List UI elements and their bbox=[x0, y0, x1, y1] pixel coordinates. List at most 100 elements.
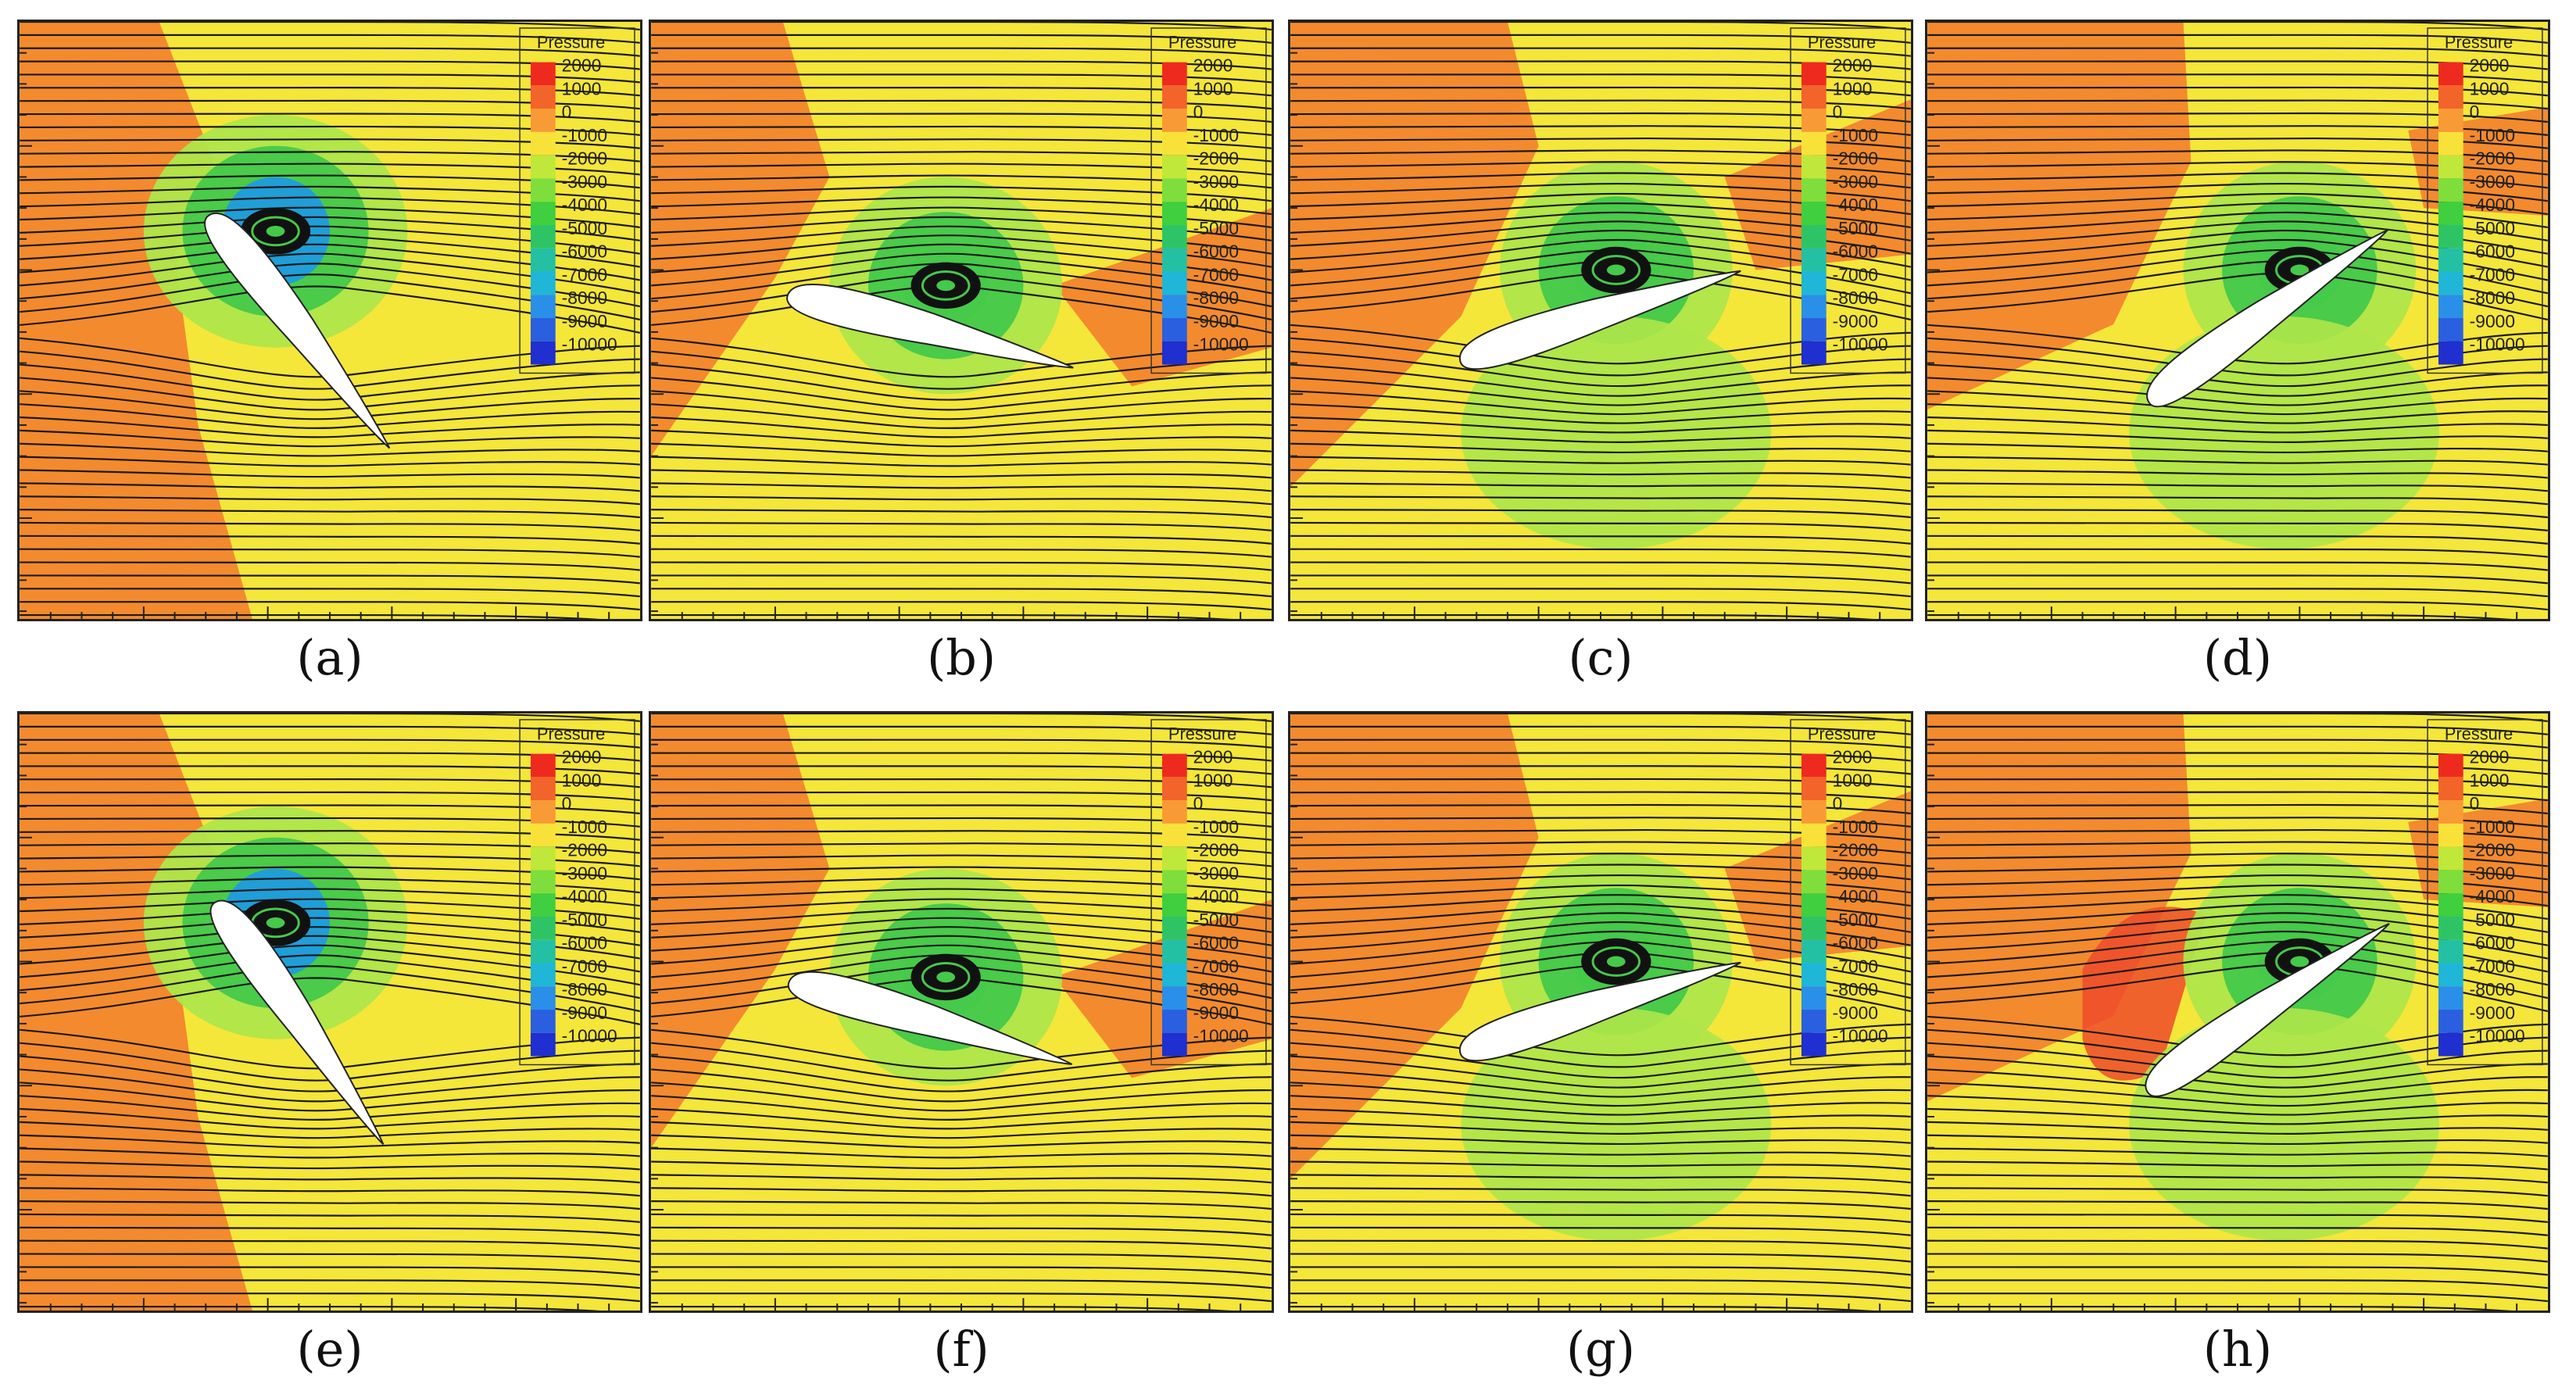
legend-label: -3000 bbox=[562, 171, 607, 191]
panel-g: Pressure 2000 1000 0 -1000 -2000 -3000 -4000 -50… bbox=[1288, 711, 1913, 1391]
legend-swatch bbox=[1801, 939, 1826, 964]
legend-label: -7000 bbox=[1193, 956, 1239, 976]
legend-swatch bbox=[1161, 85, 1187, 109]
legend-swatch bbox=[1161, 870, 1187, 894]
legend-label: -7000 bbox=[1833, 956, 1878, 976]
legend-swatch bbox=[2438, 800, 2463, 824]
airfoil bbox=[1458, 270, 1741, 370]
legend-swatch bbox=[530, 963, 556, 987]
stagnation-region bbox=[2082, 906, 2207, 1081]
legend-label: -5000 bbox=[2470, 218, 2515, 238]
panel-caption-f: (f) bbox=[933, 1321, 989, 1378]
legend-label: -8000 bbox=[2470, 979, 2515, 999]
vortex-core bbox=[1581, 938, 1651, 985]
legend-swatch bbox=[2438, 986, 2463, 1010]
legend-swatch bbox=[1161, 916, 1187, 940]
legend-label: -7000 bbox=[562, 956, 607, 976]
legend-label: -6000 bbox=[1833, 241, 1878, 262]
legend-swatch bbox=[1161, 155, 1187, 179]
legend-swatch bbox=[1161, 271, 1187, 295]
legend-swatch bbox=[1161, 939, 1187, 964]
legend-label: 0 bbox=[2470, 102, 2480, 122]
legend-swatch bbox=[2438, 224, 2463, 249]
legend-title: Pressure bbox=[1808, 33, 1876, 52]
legend-swatch bbox=[530, 939, 556, 964]
panel-e: Pressure 2000 1000 0 -1000 -2000 -3000 -4000 -50… bbox=[17, 711, 642, 1391]
legend-label: -4000 bbox=[562, 886, 607, 906]
legend-label: -9000 bbox=[562, 1003, 607, 1023]
legend-swatch bbox=[2438, 777, 2463, 801]
legend-swatch bbox=[2438, 248, 2463, 272]
legend-swatch bbox=[530, 823, 556, 847]
panel-b: Pressure 2000 1000 0 -1000 -2000 -3000 -4000 -50… bbox=[649, 20, 1274, 699]
streamlines bbox=[1290, 22, 1911, 619]
legend-swatch bbox=[530, 893, 556, 917]
legend-swatch bbox=[1161, 1032, 1187, 1057]
legend-swatch bbox=[1161, 295, 1187, 319]
legend-title: Pressure bbox=[1808, 724, 1876, 744]
axis-ticks bbox=[651, 743, 1242, 1311]
airfoil bbox=[1458, 961, 1741, 1062]
legend-swatch bbox=[1161, 109, 1187, 132]
legend-label: 2000 bbox=[1833, 747, 1873, 767]
legend-label: -5000 bbox=[1193, 218, 1239, 238]
airfoil bbox=[786, 284, 1074, 369]
pressure-contour-plot-e: Pressure 2000 1000 0 -1000 -2000 -3000 -4000 -50… bbox=[17, 711, 642, 1313]
legend-label: 1000 bbox=[1833, 770, 1873, 790]
legend-label: -3000 bbox=[1193, 863, 1239, 883]
panel-caption-b: (b) bbox=[926, 629, 996, 686]
pressure-contour-plot-h: Pressure 2000 1000 0 -1000 -2000 -3000 -4000 -50… bbox=[1925, 711, 2550, 1313]
vortex-core bbox=[240, 208, 311, 255]
legend-label: -8000 bbox=[1833, 288, 1878, 308]
airfoil bbox=[209, 899, 385, 1146]
legend-swatch bbox=[530, 131, 556, 156]
legend-label: -10000 bbox=[1193, 334, 1249, 355]
legend-label: -5000 bbox=[562, 910, 607, 930]
legend-label: -2000 bbox=[2470, 148, 2515, 169]
legend-swatch bbox=[2438, 62, 2463, 86]
legend-label: -8000 bbox=[562, 288, 607, 308]
legend-label: -2000 bbox=[2470, 840, 2515, 860]
legend-label: 1000 bbox=[2470, 78, 2510, 98]
legend-swatch bbox=[1801, 341, 1826, 365]
legend-label: 1000 bbox=[562, 78, 602, 98]
legend-swatch bbox=[1161, 823, 1187, 847]
legend-label: -7000 bbox=[1833, 264, 1878, 284]
legend-label: -4000 bbox=[1193, 195, 1239, 215]
legend-swatch bbox=[1161, 986, 1187, 1010]
legend-swatch bbox=[1161, 62, 1187, 86]
legend-swatch bbox=[530, 155, 556, 179]
legend-swatch bbox=[2438, 753, 2463, 778]
pressure-contour-plot-f: Pressure 2000 1000 0 -1000 -2000 -3000 -4000 -50… bbox=[649, 711, 1274, 1313]
legend-swatch bbox=[530, 341, 556, 365]
legend-label: -3000 bbox=[562, 863, 607, 883]
legend-label: -5000 bbox=[1833, 218, 1878, 238]
legend-label: 2000 bbox=[1833, 55, 1873, 76]
legend-swatch bbox=[530, 224, 556, 249]
legend-label: -4000 bbox=[1833, 195, 1878, 215]
legend-swatch bbox=[2438, 870, 2463, 894]
legend-label: -6000 bbox=[2470, 933, 2515, 953]
legend-title: Pressure bbox=[2445, 724, 2513, 744]
legend-swatch bbox=[1161, 963, 1187, 987]
high-pressure-region bbox=[1290, 713, 1911, 1179]
legend-label: -6000 bbox=[2470, 241, 2515, 262]
legend-label: -1000 bbox=[562, 125, 607, 145]
legend-swatch bbox=[1801, 753, 1826, 778]
panel-h: Pressure 2000 1000 0 -1000 -2000 -3000 -4000 -50… bbox=[1925, 711, 2550, 1391]
airfoil bbox=[204, 212, 391, 449]
legend-swatch bbox=[1801, 155, 1826, 179]
legend-label: -3000 bbox=[1833, 863, 1878, 883]
legend-label: 0 bbox=[1833, 102, 1843, 122]
legend-swatch bbox=[2438, 85, 2463, 109]
legend-label: 2000 bbox=[2470, 747, 2510, 767]
legend-swatch bbox=[530, 202, 556, 225]
legend-swatch bbox=[530, 986, 556, 1010]
legend-swatch bbox=[1801, 178, 1826, 202]
